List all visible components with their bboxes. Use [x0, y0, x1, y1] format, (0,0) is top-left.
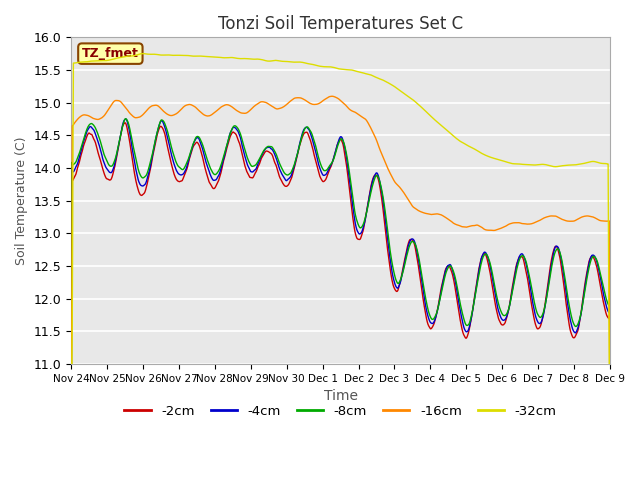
Legend: -2cm, -4cm, -8cm, -16cm, -32cm: -2cm, -4cm, -8cm, -16cm, -32cm [119, 399, 562, 423]
Title: Tonzi Soil Temperatures Set C: Tonzi Soil Temperatures Set C [218, 15, 463, 33]
Y-axis label: Soil Temperature (C): Soil Temperature (C) [15, 136, 28, 265]
X-axis label: Time: Time [324, 389, 358, 403]
Text: TZ_fmet: TZ_fmet [82, 47, 139, 60]
